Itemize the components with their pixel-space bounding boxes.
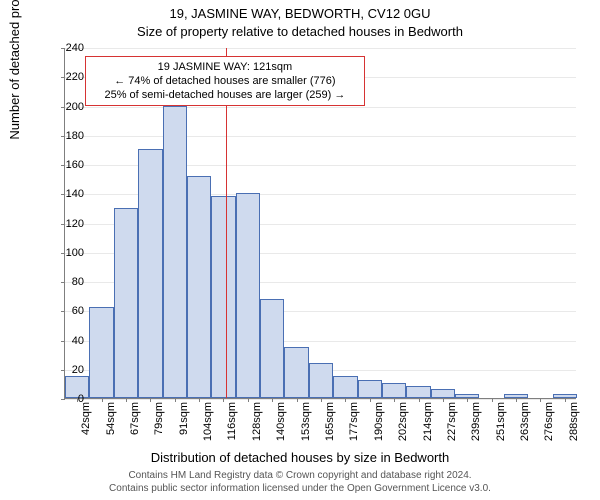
- x-tick-label: 128sqm: [252, 402, 263, 452]
- x-tick-mark: [370, 398, 371, 402]
- x-tick-label: 140sqm: [276, 402, 287, 452]
- histogram-bar: [236, 193, 260, 398]
- callout-line-1: 19 JASMINE WAY: 121sqm: [94, 60, 356, 74]
- x-tick-label: 276sqm: [544, 402, 555, 452]
- x-tick-label: 104sqm: [203, 402, 214, 452]
- x-tick-label: 177sqm: [349, 402, 360, 452]
- callout-line-3: 25% of semi-detached houses are larger (…: [94, 88, 356, 102]
- histogram-bar: [89, 307, 113, 398]
- gridline: [65, 107, 576, 108]
- x-tick-label: 42sqm: [81, 402, 92, 452]
- x-tick-mark: [297, 398, 298, 402]
- x-tick-mark: [272, 398, 273, 402]
- x-tick-mark: [443, 398, 444, 402]
- x-tick-label: 67sqm: [130, 402, 141, 452]
- x-tick-mark: [321, 398, 322, 402]
- x-tick-mark: [126, 398, 127, 402]
- x-tick-mark: [540, 398, 541, 402]
- histogram-bar: [382, 383, 406, 398]
- y-tick-label: 180: [44, 131, 84, 141]
- histogram-bar: [406, 386, 430, 398]
- y-tick-label: 160: [44, 160, 84, 170]
- y-tick-label: 40: [44, 336, 84, 346]
- x-tick-label: 202sqm: [398, 402, 409, 452]
- chart-container: 19, JASMINE WAY, BEDWORTH, CV12 0GU Size…: [0, 0, 600, 500]
- x-axis-label: Distribution of detached houses by size …: [0, 450, 600, 465]
- histogram-bar: [309, 363, 333, 398]
- y-tick-label: 120: [44, 219, 84, 229]
- x-tick-label: 227sqm: [447, 402, 458, 452]
- y-tick-label: 80: [44, 277, 84, 287]
- x-tick-label: 54sqm: [106, 402, 117, 452]
- histogram-bar: [284, 347, 308, 398]
- histogram-bar: [358, 380, 382, 398]
- histogram-bar: [138, 149, 162, 398]
- footer-line-1: Contains HM Land Registry data © Crown c…: [0, 470, 600, 481]
- x-tick-label: 91sqm: [179, 402, 190, 452]
- x-tick-mark: [419, 398, 420, 402]
- x-tick-mark: [345, 398, 346, 402]
- x-tick-label: 190sqm: [374, 402, 385, 452]
- x-tick-mark: [516, 398, 517, 402]
- chart-title-line1: 19, JASMINE WAY, BEDWORTH, CV12 0GU: [0, 6, 600, 21]
- gridline: [65, 48, 576, 49]
- y-tick-label: 0: [44, 394, 84, 404]
- x-tick-label: 251sqm: [496, 402, 507, 452]
- footer-line-2: Contains public sector information licen…: [0, 483, 600, 494]
- histogram-bar: [260, 299, 284, 398]
- x-tick-mark: [467, 398, 468, 402]
- y-tick-label: 140: [44, 189, 84, 199]
- y-tick-label: 220: [44, 72, 84, 82]
- x-tick-mark: [565, 398, 566, 402]
- y-axis-label: Number of detached properties: [7, 0, 22, 230]
- x-tick-mark: [394, 398, 395, 402]
- x-tick-label: 165sqm: [325, 402, 336, 452]
- marker-callout: 19 JASMINE WAY: 121sqm ← 74% of detached…: [85, 56, 365, 106]
- y-tick-label: 100: [44, 248, 84, 258]
- histogram-bar: [163, 106, 187, 399]
- histogram-bar: [333, 376, 357, 398]
- y-tick-label: 240: [44, 43, 84, 53]
- x-tick-mark: [492, 398, 493, 402]
- gridline: [65, 136, 576, 137]
- y-tick-label: 60: [44, 306, 84, 316]
- x-tick-mark: [248, 398, 249, 402]
- x-tick-label: 153sqm: [301, 402, 312, 452]
- x-tick-mark: [102, 398, 103, 402]
- x-tick-label: 288sqm: [569, 402, 580, 452]
- histogram-bar: [431, 389, 455, 398]
- callout-line-2: ← 74% of detached houses are smaller (77…: [94, 74, 356, 88]
- x-tick-mark: [199, 398, 200, 402]
- histogram-bar: [187, 176, 211, 398]
- histogram-bar: [211, 196, 235, 398]
- x-tick-label: 214sqm: [423, 402, 434, 452]
- x-tick-mark: [223, 398, 224, 402]
- x-tick-mark: [150, 398, 151, 402]
- x-tick-label: 116sqm: [227, 402, 238, 452]
- x-tick-label: 263sqm: [520, 402, 531, 452]
- x-tick-mark: [175, 398, 176, 402]
- x-tick-label: 79sqm: [154, 402, 165, 452]
- chart-title-line2: Size of property relative to detached ho…: [0, 24, 600, 39]
- y-tick-label: 20: [44, 365, 84, 375]
- x-tick-label: 239sqm: [471, 402, 482, 452]
- y-tick-label: 200: [44, 102, 84, 112]
- histogram-bar: [114, 208, 138, 398]
